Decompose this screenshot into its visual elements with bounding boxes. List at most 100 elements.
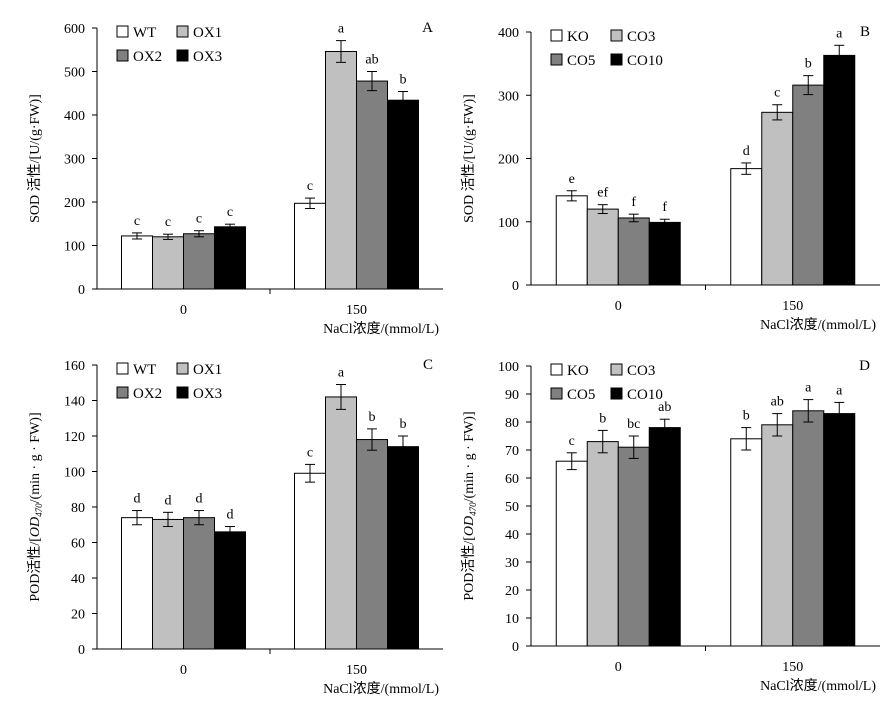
y-axis-title: SOD 活性/[U/(g·FW)] <box>461 94 477 223</box>
y-tick-label: 300 <box>64 153 85 168</box>
bar-ox1 <box>152 236 184 290</box>
significance-label: d <box>165 493 172 508</box>
significance-label: c <box>196 212 202 227</box>
y-tick-label: 0 <box>78 643 85 658</box>
panel-letter: A <box>422 20 433 36</box>
significance-label: c <box>774 86 780 101</box>
chart-panel-b: 0 100 200 300 400 0 150 e d ef c f b f a KO CO3 CO5 CO10 B N… <box>461 24 880 333</box>
significance-label: ab <box>771 395 784 410</box>
chart-panel-d: 0 10 20 30 40 50 60 70 80 90 100 0 150 c b b ab bc a ab a KO C… <box>461 358 880 694</box>
y-tick-label: 10 <box>505 612 519 627</box>
bar-ox2 <box>183 233 215 290</box>
significance-label: e <box>569 172 575 187</box>
y-tick-label: 100 <box>64 466 85 481</box>
x-tick-label: 150 <box>782 660 803 675</box>
bar-ox3 <box>387 99 419 290</box>
y-tick-label: 120 <box>64 430 85 445</box>
y-axis-title: SOD 活性/[U/(g·FW)] <box>27 94 43 223</box>
bar-co3 <box>586 441 619 647</box>
legend-swatch-co3 <box>610 363 623 376</box>
panel-letter: D <box>859 358 870 374</box>
significance-label: c <box>227 205 233 220</box>
x-axis-title: NaCl浓度/(mmol/L) <box>760 678 876 694</box>
bar-wt <box>294 472 326 650</box>
y-tick-label: 50 <box>505 500 519 515</box>
bar-ox2 <box>183 517 215 650</box>
significance-label: a <box>338 22 345 37</box>
y-tick-label: 600 <box>64 22 85 37</box>
y-tick-label: 300 <box>498 89 519 104</box>
legend-swatch-ox2 <box>116 386 129 399</box>
bar-co5 <box>792 84 825 286</box>
legend-swatch-ox3 <box>176 49 189 62</box>
bar-ko <box>555 195 588 286</box>
panel-letter: C <box>423 357 433 373</box>
significance-label: ef <box>597 186 608 201</box>
legend-label: CO3 <box>627 29 655 45</box>
y-tick-label: 100 <box>498 216 519 231</box>
bar-co5 <box>617 217 650 286</box>
y-axis-title: POD活性/[OD470/(min · g · FW)] <box>461 411 478 600</box>
significance-label: c <box>134 214 140 229</box>
bar-ox3 <box>214 531 246 650</box>
significance-label: a <box>836 26 843 41</box>
bar-wt <box>294 202 326 290</box>
bar-ox2 <box>356 80 388 290</box>
bar-ox3 <box>214 226 246 290</box>
bar-co3 <box>586 208 619 286</box>
y-tick-label: 140 <box>64 395 85 410</box>
legend-swatch-co5 <box>550 53 563 66</box>
legend-label: OX1 <box>193 25 222 41</box>
legend-label: WT <box>133 25 156 41</box>
significance-label: c <box>165 215 171 230</box>
y-tick-label: 20 <box>505 584 519 599</box>
y-tick-label: 400 <box>64 109 85 124</box>
bar-co5 <box>617 446 650 647</box>
legend-label: CO5 <box>567 53 595 69</box>
legend-swatch-ko <box>550 29 563 42</box>
legend-swatch-co10 <box>610 53 623 66</box>
significance-label: a <box>338 366 345 381</box>
bar-co3 <box>761 111 794 286</box>
legend-label: OX2 <box>133 386 162 402</box>
significance-label: b <box>369 410 376 425</box>
bar-co10 <box>648 221 681 286</box>
y-tick-label: 90 <box>505 388 519 403</box>
y-tick-label: 60 <box>71 537 85 552</box>
chart-panel-c: 0 20 40 60 80 100 120 140 160 0 150 d c d a d b d b WT OX1 OX… <box>27 357 443 697</box>
significance-label: b <box>743 409 750 424</box>
legend-label: CO5 <box>567 387 595 403</box>
legend-swatch-co10 <box>610 387 623 400</box>
significance-label: d <box>743 144 750 159</box>
y-tick-label: 80 <box>71 501 85 516</box>
legend-label: CO3 <box>627 363 655 379</box>
legend-swatch-ko <box>550 363 563 376</box>
bar-ox2 <box>356 439 388 650</box>
significance-label: b <box>599 411 606 426</box>
y-tick-label: 200 <box>64 196 85 211</box>
legend-label: OX3 <box>193 386 222 402</box>
legend-label: WT <box>133 362 156 378</box>
significance-label: c <box>307 179 313 194</box>
legend-swatch-wt <box>116 362 129 375</box>
bar-ox3 <box>387 446 419 650</box>
y-tick-label: 0 <box>512 279 519 294</box>
legend-swatch-wt <box>116 25 129 38</box>
legend-label: KO <box>567 29 589 45</box>
y-tick-label: 400 <box>498 26 519 41</box>
significance-label: b <box>400 417 407 432</box>
legend-swatch-ox1 <box>176 362 189 375</box>
y-tick-label: 0 <box>512 640 519 655</box>
significance-label: f <box>631 195 636 210</box>
bar-ko <box>730 168 763 286</box>
y-tick-label: 160 <box>64 359 85 374</box>
bar-co10 <box>823 54 856 286</box>
significance-label: d <box>227 508 234 523</box>
y-tick-label: 0 <box>78 283 85 298</box>
bar-ko <box>730 438 763 647</box>
bar-co10 <box>823 413 856 647</box>
x-axis-title: NaCl浓度/(mmol/L) <box>323 321 439 337</box>
x-tick-label: 150 <box>782 299 803 314</box>
bar-co10 <box>648 427 681 647</box>
